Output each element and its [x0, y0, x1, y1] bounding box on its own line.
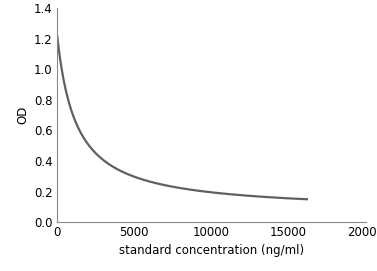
X-axis label: standard concentration (ng/ml): standard concentration (ng/ml): [118, 244, 304, 257]
Y-axis label: OD: OD: [17, 106, 29, 124]
